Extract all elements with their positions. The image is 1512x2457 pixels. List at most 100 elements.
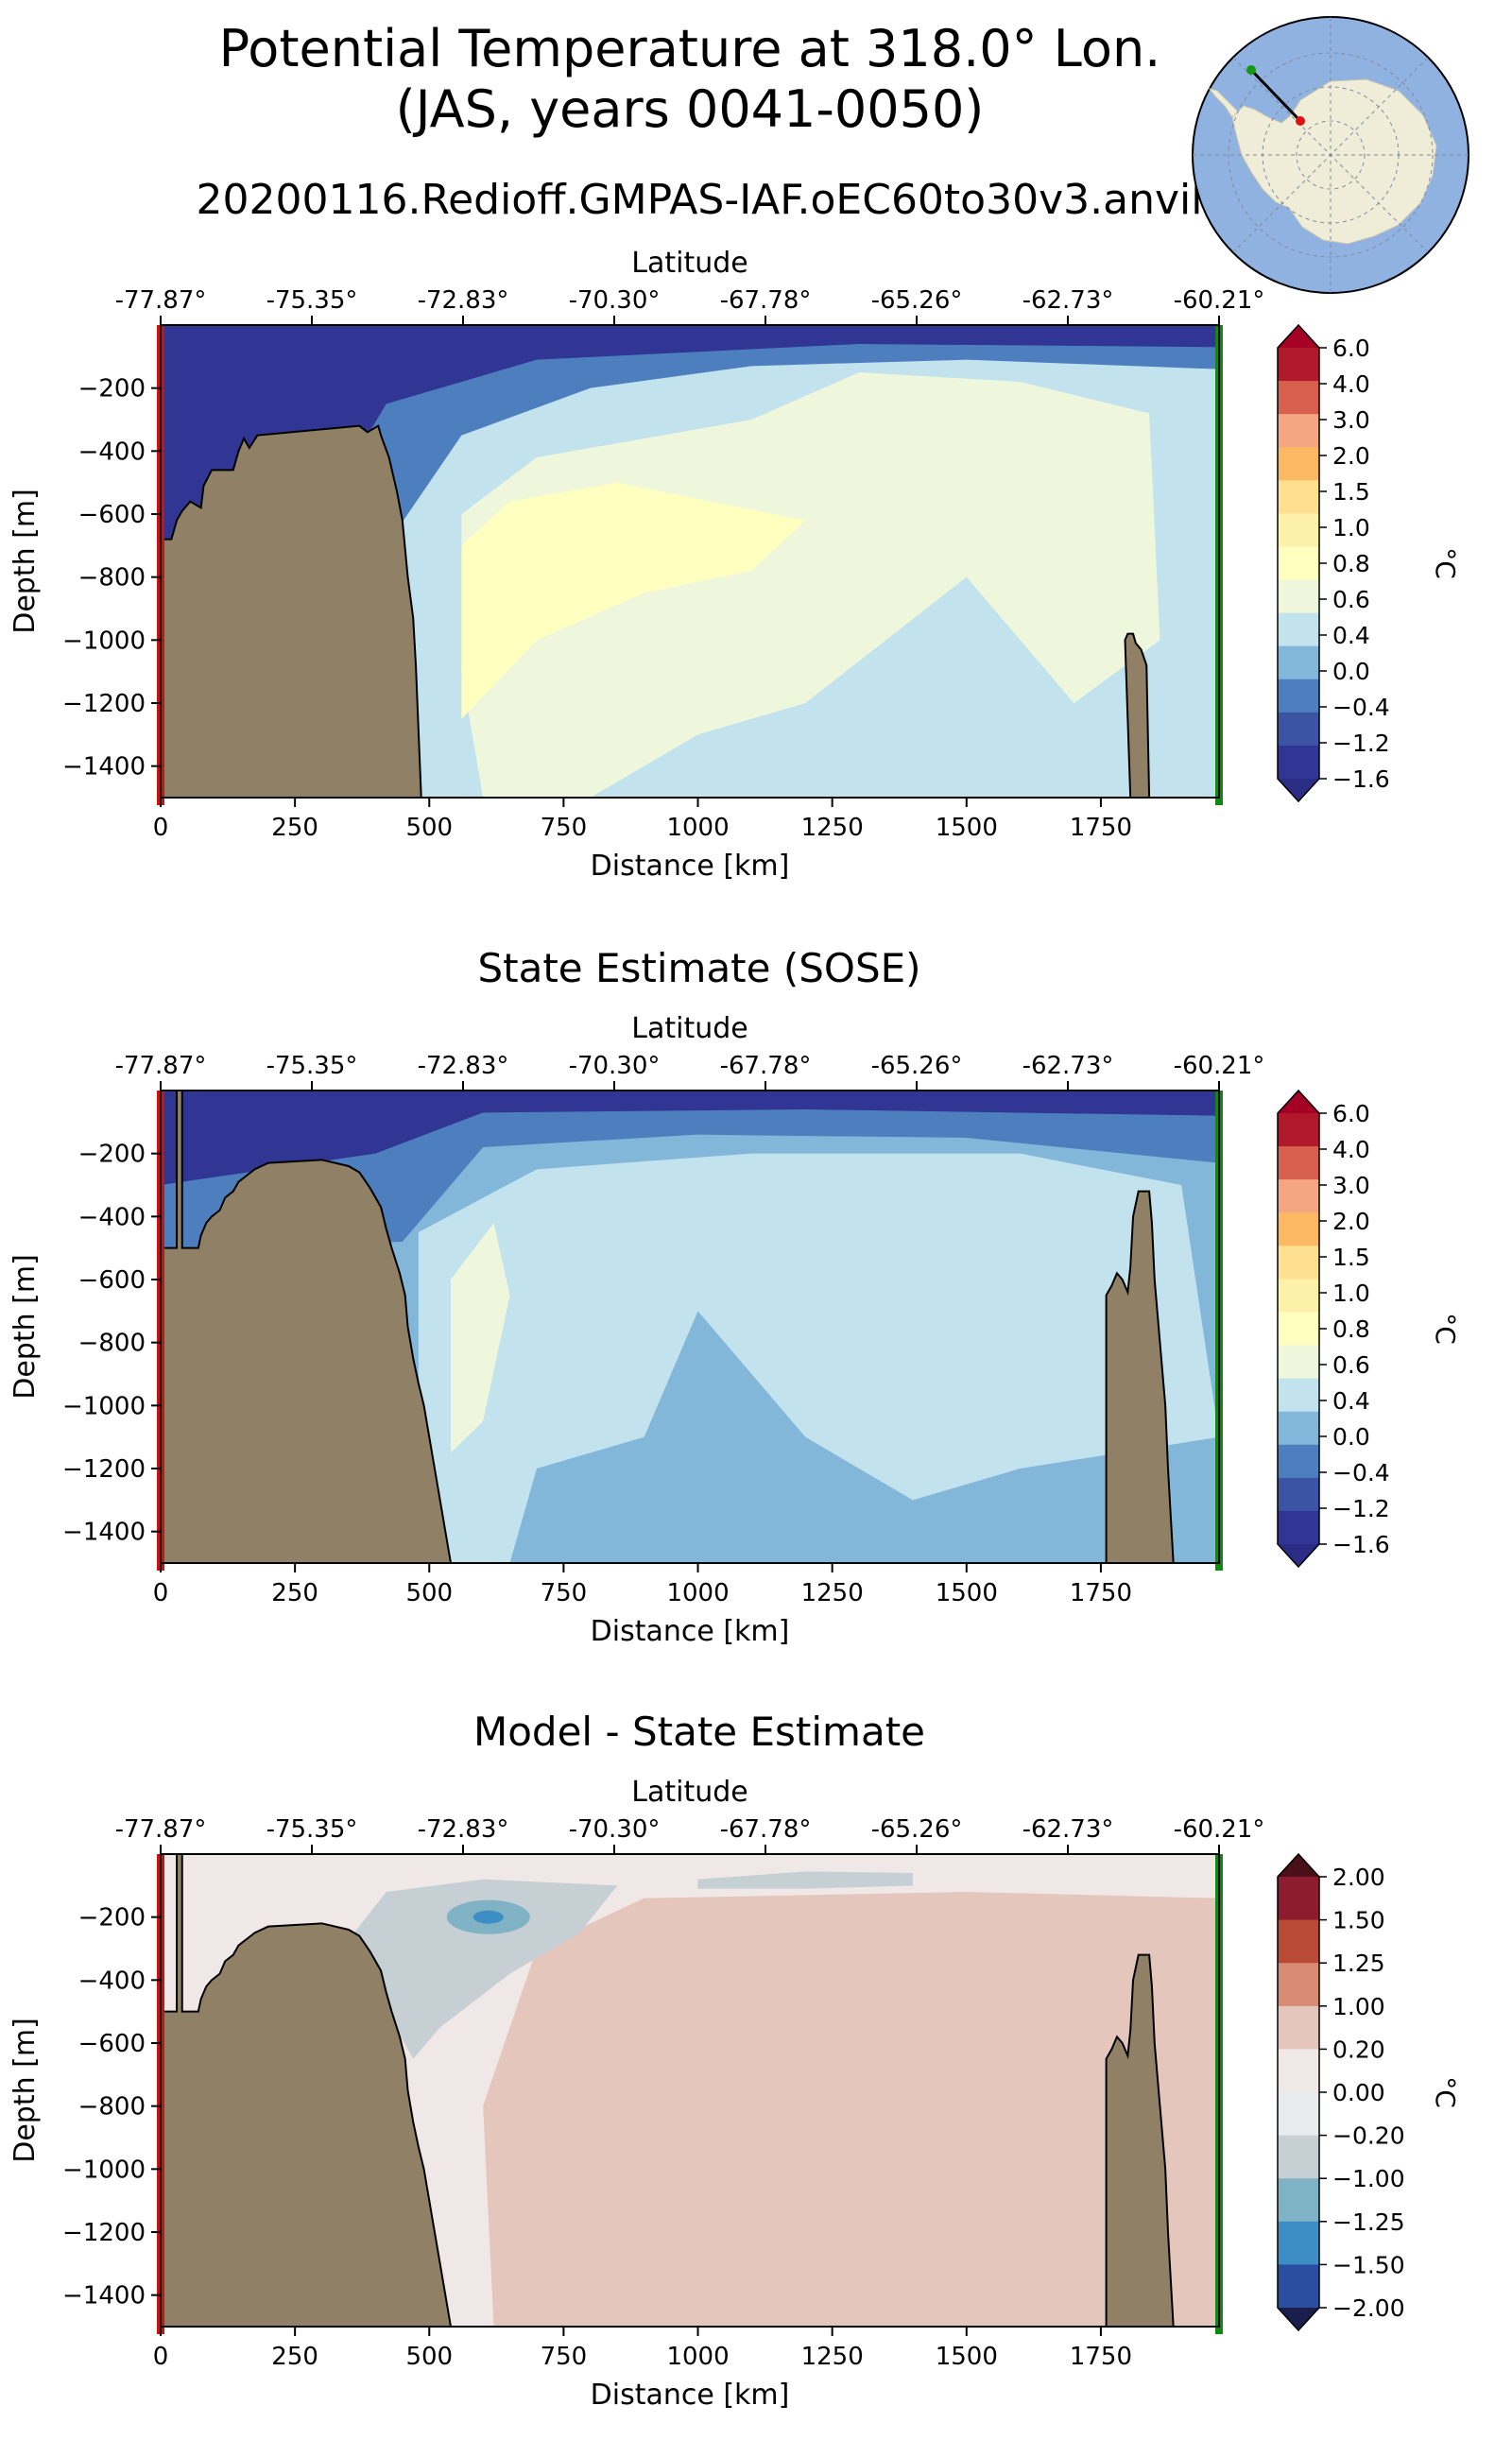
panel-1-chart: 0 250 500 750 1000 1250 1500 1750 Distance [km] -… (9, 247, 1461, 883)
x-tick-label: 1750 (1070, 1579, 1132, 1607)
colorbar-swatch (1278, 348, 1319, 382)
colorbar-swatch (1278, 447, 1319, 481)
top-tick-label: -67.78° (720, 1052, 812, 1080)
band-below-minus-1.6 (161, 325, 1219, 546)
colorbar-swatch (1278, 1510, 1319, 1545)
x-tick-label: 0 (153, 814, 169, 842)
colorbar-swatch (1278, 513, 1319, 547)
colorbar-swatch (1278, 1179, 1319, 1213)
top-axis-label: Latitude (631, 1776, 747, 1809)
colorbar-tick-label: −1.00 (1332, 2165, 1405, 2192)
bathymetry-shelf (161, 1091, 453, 1563)
colorbar-swatch (1278, 480, 1319, 514)
colorbar-swatch (1278, 2092, 1319, 2137)
colorbar-tick-label: −1.6 (1332, 1531, 1390, 1558)
colorbar-swatch (1278, 1963, 1319, 2007)
page-title-line-1: Potential Temperature at 318.0° Lon. (218, 19, 1161, 78)
colorbar-over-triangle (1278, 325, 1319, 348)
y-tick-label: −600 (78, 2030, 146, 2058)
panel-2-title: State Estimate (SOSE) (477, 945, 921, 991)
colorbar-tick-label: 1.5 (1332, 1244, 1370, 1271)
panel-3-chart: 0 250 500 750 1000 1250 1500 1750 Distance [km] -… (9, 1776, 1461, 2412)
top-tick-label: -77.87° (115, 1815, 207, 1844)
x-tick-label: 500 (405, 1579, 453, 1607)
y-tick-label: −200 (78, 1904, 146, 1933)
top-tick-label: -72.83° (418, 1815, 509, 1844)
y-axis-label: Depth [m] (9, 489, 42, 634)
band-minus-1.5-to-minus-1.25 (472, 1910, 504, 1924)
x-tick-label: 500 (405, 2343, 453, 2371)
colorbar-tick-label: 2.0 (1332, 442, 1370, 470)
x-tick-label: 1500 (936, 1579, 998, 1607)
bathymetry-seamount (1105, 1190, 1175, 1563)
x-tick-label: 1250 (801, 814, 864, 842)
colorbar-swatch (1278, 1212, 1319, 1246)
x-tick-label: 1250 (801, 2343, 864, 2371)
page-title-line-2: (JAS, years 0041-0050) (395, 79, 985, 139)
colorbar-tick-label: 0.0 (1332, 1423, 1370, 1451)
colorbar-tick-label: −1.25 (1332, 2208, 1405, 2236)
colorbar-swatch (1278, 2221, 1319, 2265)
colorbar-under-triangle (1278, 2308, 1319, 2330)
colorbar-swatch (1278, 1444, 1319, 1479)
top-tick-label: -72.83° (418, 286, 509, 315)
map-peninsula (1208, 88, 1239, 118)
band-0-to-0.4 (418, 1153, 1219, 1563)
inset-polar-map (1192, 16, 1469, 294)
colorbar-tick-label: 0.8 (1332, 1315, 1370, 1343)
colorbar-over-triangle (1278, 1854, 1319, 1877)
map-section-start-dot (1296, 116, 1305, 126)
colorbar-swatch (1278, 1919, 1319, 1964)
colorbar-swatch (1278, 1411, 1319, 1446)
top-tick-label: -65.26° (871, 1815, 963, 1844)
band-minus-1.0-to-minus-0.2 (353, 1879, 618, 2059)
top-tick-label: -75.35° (266, 1815, 358, 1844)
colorbar-tick-label: 1.5 (1332, 478, 1370, 506)
y-tick-label: −200 (78, 1141, 146, 1169)
colorbar-tick-label: 0.0 (1332, 658, 1370, 685)
band-0.4-to-0.6 (461, 372, 1160, 798)
y-tick-label: −1000 (62, 2156, 146, 2184)
panel-3-title: Model - State Estimate (473, 1709, 925, 1755)
colorbar-swatch (1278, 745, 1319, 780)
colorbar-swatch (1278, 2178, 1319, 2223)
y-tick-label: −1200 (62, 690, 146, 718)
band-surface-cool-patch (697, 1871, 913, 1889)
colorbar-under-triangle (1278, 1544, 1319, 1567)
band-0.6-to-0.8 (461, 482, 806, 719)
top-axis-label: Latitude (631, 247, 747, 280)
colorbar-tick-label: 2.00 (1332, 1864, 1385, 1891)
colorbar-tick-label: −1.6 (1332, 765, 1390, 793)
x-axis-label: Distance [km] (591, 1615, 790, 1648)
panel-2-chart: 0 250 500 750 1000 1250 1500 1750 Distance [km] -… (9, 1012, 1461, 1648)
map-graticule (1193, 17, 1469, 293)
colorbar-tick-label: 0.4 (1332, 1387, 1370, 1415)
bathymetry-shelf (161, 424, 422, 798)
top-tick-label: -70.30° (569, 1815, 661, 1844)
top-tick-label: -65.26° (871, 1052, 963, 1080)
top-tick-label: -60.21° (1174, 286, 1265, 315)
top-tick-label: -62.73° (1022, 286, 1114, 315)
x-tick-label: 1000 (666, 2343, 729, 2371)
colorbar-swatch (1278, 1378, 1319, 1413)
colorbar-swatch (1278, 645, 1319, 680)
map-section-line (1249, 68, 1302, 123)
y-tick-label: −200 (78, 375, 146, 404)
colorbar-swatch (1278, 1279, 1319, 1313)
colorbar-tick-label: 3.0 (1332, 406, 1370, 434)
colorbar-tick-label: 1.0 (1332, 1280, 1370, 1307)
y-tick-label: −1400 (62, 753, 146, 782)
x-tick-label: 250 (271, 814, 318, 842)
colorbar-swatch (1278, 1246, 1319, 1280)
top-tick-label: -70.30° (569, 286, 661, 315)
colorbar-swatch (1278, 679, 1319, 713)
y-tick-label: −800 (78, 564, 146, 593)
x-tick-label: 1750 (1070, 814, 1132, 842)
colorbar-tick-label: 1.50 (1332, 1907, 1385, 1934)
top-tick-label: -75.35° (266, 286, 358, 315)
y-tick-label: −800 (78, 2093, 146, 2122)
y-tick-label: −1000 (62, 627, 146, 655)
colorbar-tick-label: 6.0 (1332, 335, 1370, 362)
bathymetry-shelf (161, 1854, 453, 2327)
colorbar-swatch (1278, 1877, 1319, 1921)
